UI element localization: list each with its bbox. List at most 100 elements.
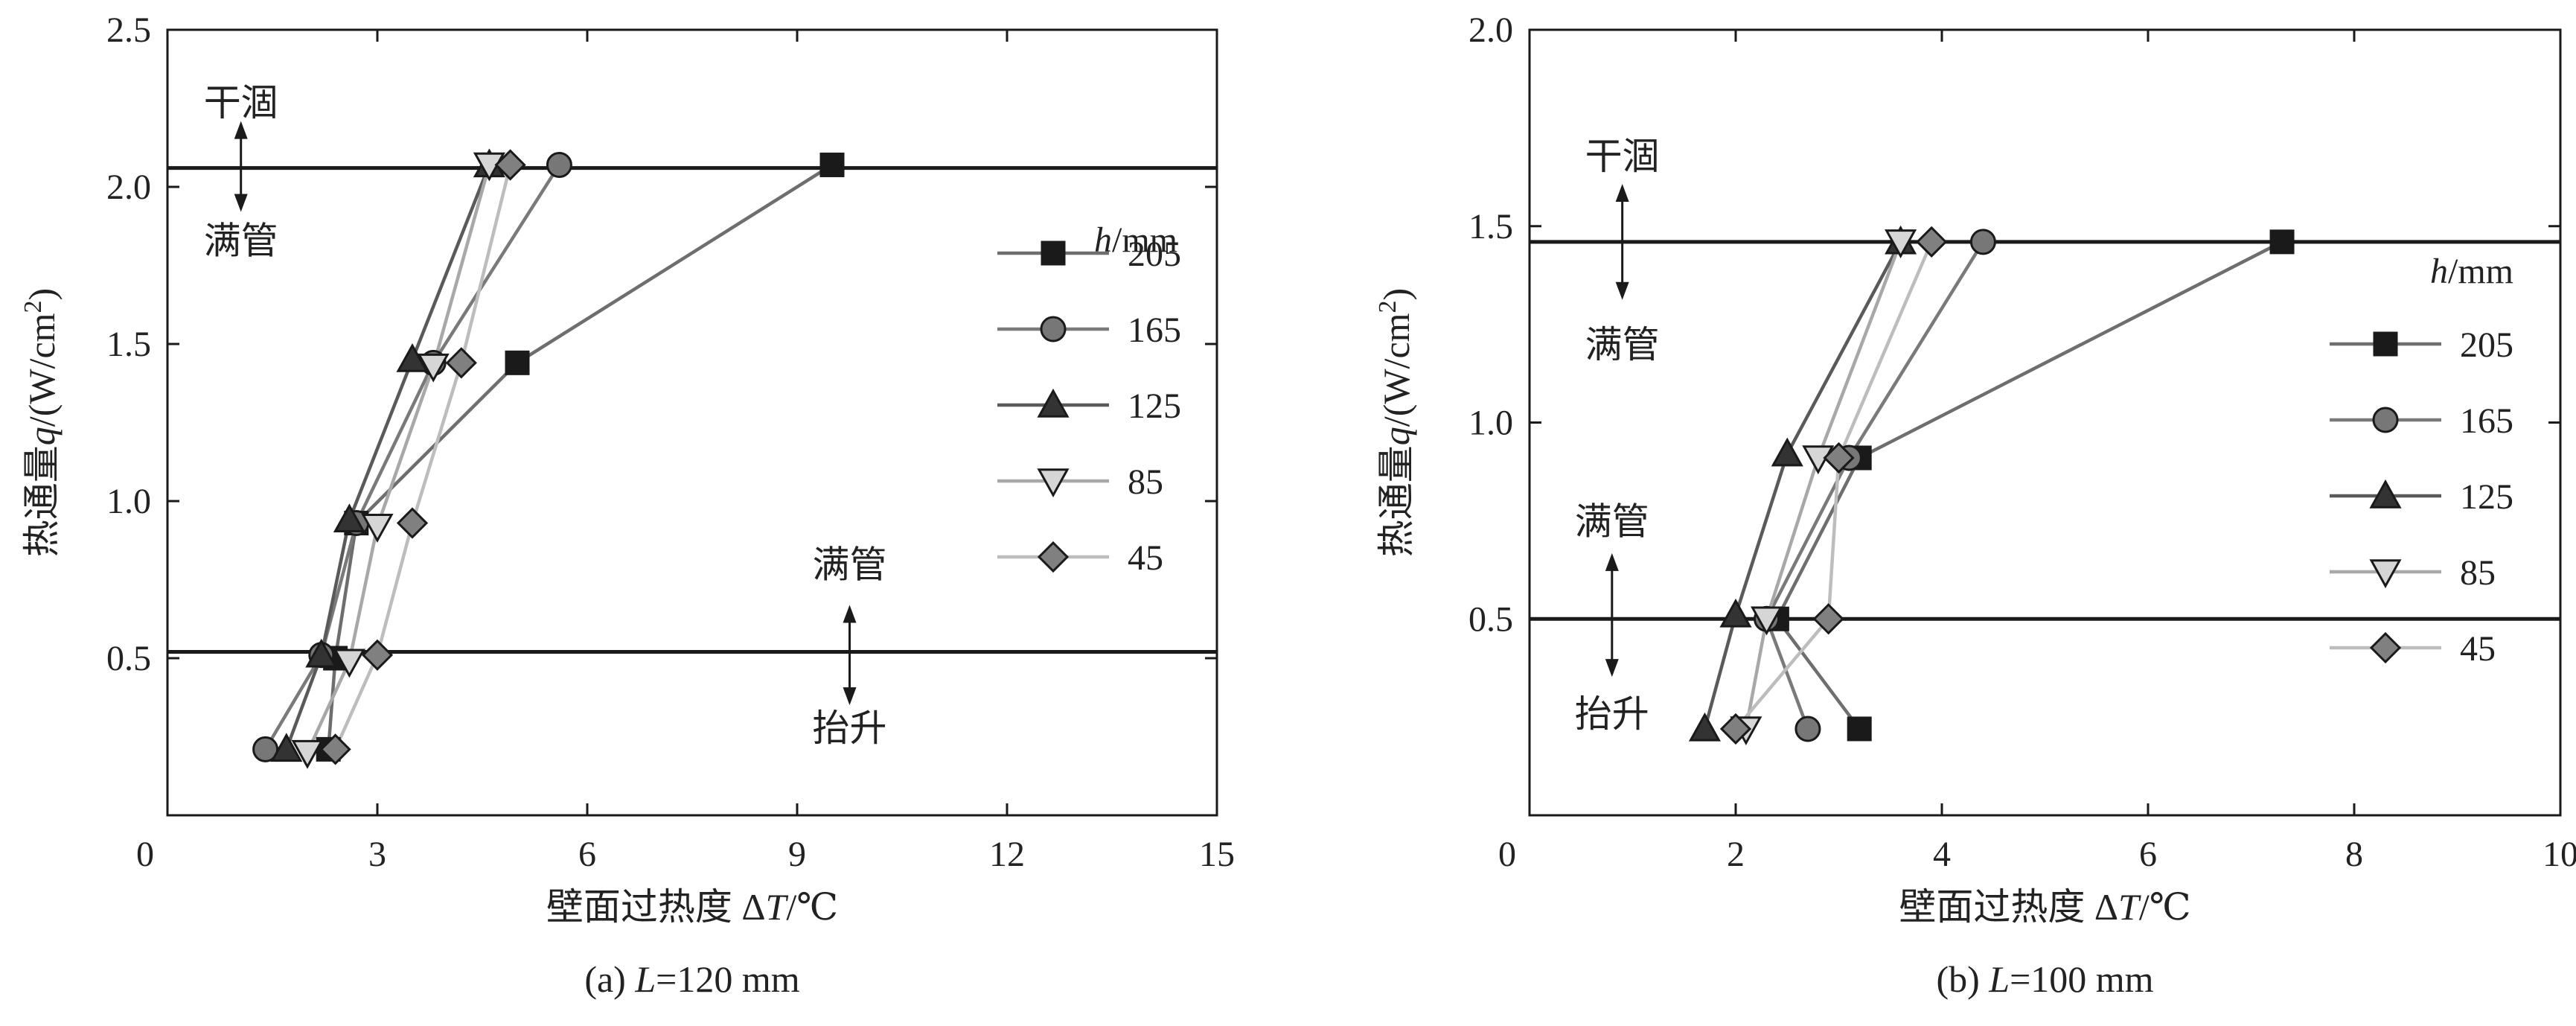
- y-tick-label: 2.5: [106, 10, 151, 50]
- legend-marker: [1037, 541, 1070, 573]
- y-tick-label: 1.0: [106, 482, 151, 521]
- data-point-45: [1823, 442, 1855, 474]
- x-tick-label: 8: [2345, 835, 2363, 874]
- x-tick-label: 15: [1199, 835, 1235, 874]
- legend-marker: [1041, 240, 1066, 266]
- legend-title: h/mm: [2430, 252, 2513, 291]
- plot-frame: [1528, 28, 2562, 817]
- x-axis-title: 壁面过热度 ΔT/℃: [1899, 886, 2190, 928]
- legend-label: 85: [1128, 462, 1163, 502]
- data-point-205: [819, 152, 845, 177]
- region-label: 抬升: [1575, 693, 1649, 735]
- x-tick-label: 9: [788, 835, 806, 874]
- chart-panel-a: 0 3 6 9 12 150.51.01.52.02.5干涸满管满管抬升h/mm20516…: [19, 10, 1236, 1000]
- x-tick-label: 6: [578, 835, 596, 874]
- legend-entry-85: 85: [2330, 553, 2496, 593]
- legend-marker: [2369, 631, 2402, 664]
- arrow-head-down: [1615, 281, 1629, 300]
- data-point-125: [333, 503, 365, 533]
- data-point-85: [1751, 606, 1783, 636]
- series-line-205: [1774, 240, 2283, 730]
- legend-entry-45: 45: [2330, 629, 2496, 669]
- arrow-head-down: [1605, 659, 1619, 678]
- data-point-45: [1916, 226, 1948, 258]
- legend-entry-125: 125: [2330, 477, 2513, 517]
- legend-label: 205: [2460, 325, 2513, 365]
- series-line-205: [326, 163, 834, 750]
- region-label: 抬升: [813, 707, 887, 749]
- data-point-205: [505, 350, 530, 375]
- x-axis-title: 壁面过热度 ΔT/℃: [546, 886, 838, 928]
- y-axis-title: 热通量q/(W/cm2): [1374, 288, 1418, 557]
- legend-entry-45: 45: [997, 538, 1163, 578]
- legend-marker: [1040, 316, 1067, 342]
- region-label: 干涸: [1585, 136, 1660, 177]
- legend-label: 165: [2460, 401, 2513, 441]
- arrow-head-up: [843, 605, 857, 623]
- series-line-165: [1765, 240, 1985, 730]
- x-tick-label: 10: [2543, 835, 2576, 874]
- y-tick-label: 0.5: [1468, 599, 1513, 639]
- legend-entry-85: 85: [997, 462, 1163, 502]
- legend-entry-205: 205: [2330, 325, 2513, 365]
- data-point-45: [361, 639, 394, 671]
- data-point-45: [1812, 603, 1844, 635]
- y-tick-label: 0.5: [106, 639, 151, 678]
- data-point-205: [1847, 716, 1872, 742]
- y-axis-title: 热通量q/(W/cm2): [19, 288, 63, 557]
- y-tick-label: 2.0: [1468, 10, 1513, 50]
- data-point-45: [445, 347, 477, 379]
- data-point-125: [270, 733, 303, 762]
- x-tick-label: 6: [2139, 835, 2157, 874]
- arrow-head-up: [1605, 552, 1619, 571]
- data-point-125: [396, 343, 429, 372]
- legend-label: 45: [1128, 538, 1163, 578]
- data-point-45: [396, 507, 429, 539]
- legend-marker: [1037, 388, 1070, 418]
- legend-marker: [2373, 331, 2398, 357]
- data-point-45: [319, 733, 351, 765]
- data-point-85: [417, 353, 450, 383]
- legend-entry-205: 205: [997, 235, 1181, 274]
- data-point-165: [546, 151, 572, 178]
- data-point-45: [494, 149, 526, 181]
- panel-caption: (b) L=100 mm: [1936, 958, 2153, 1000]
- region-label: 满管: [813, 544, 887, 585]
- y-tick-label: 2.0: [106, 168, 151, 207]
- legend-label: 45: [2460, 629, 2496, 669]
- legend-label: 125: [2460, 477, 2513, 517]
- x-tick-label: 3: [368, 835, 386, 874]
- plot-frame: [166, 28, 1218, 817]
- arrow-head-up: [1615, 184, 1629, 202]
- data-point-85: [1885, 229, 1917, 258]
- data-point-205: [2269, 229, 2295, 255]
- region-label: 满管: [1585, 324, 1660, 366]
- panel-caption: (a) L=120 mm: [584, 958, 799, 1000]
- x-tick-label: 12: [989, 835, 1025, 874]
- legend-label: 205: [1128, 235, 1181, 274]
- region-label: 满管: [204, 220, 278, 262]
- data-point-125: [1719, 598, 1752, 628]
- series-line-45: [1734, 240, 1934, 730]
- data-point-165: [1969, 229, 1996, 255]
- legend-marker: [2369, 559, 2402, 589]
- data-point-125: [1771, 437, 1803, 467]
- data-point-45: [1719, 713, 1752, 745]
- legend-label: 125: [1128, 386, 1181, 426]
- series-line-125: [1703, 240, 1902, 730]
- legend-entry-125: 125: [997, 386, 1181, 426]
- arrow-head-down: [234, 194, 248, 212]
- y-tick-label: 1.5: [1468, 207, 1513, 246]
- legend-entry-165: 165: [2330, 401, 2513, 441]
- data-point-85: [333, 649, 365, 678]
- x-tick-label: 0: [1498, 835, 1516, 874]
- x-tick-label: 2: [1727, 835, 1745, 874]
- arrow-head-down: [843, 687, 857, 706]
- legend-label: 165: [1128, 310, 1181, 350]
- data-point-125: [1688, 712, 1721, 742]
- chart-panel-b: 0 2 4 6 8 100.51.01.52.0干涸满管满管抬升h/mm205165125…: [1374, 10, 2576, 1000]
- legend-marker: [2369, 479, 2402, 509]
- series-line-85: [1744, 241, 1902, 730]
- legend-entry-165: 165: [997, 310, 1181, 350]
